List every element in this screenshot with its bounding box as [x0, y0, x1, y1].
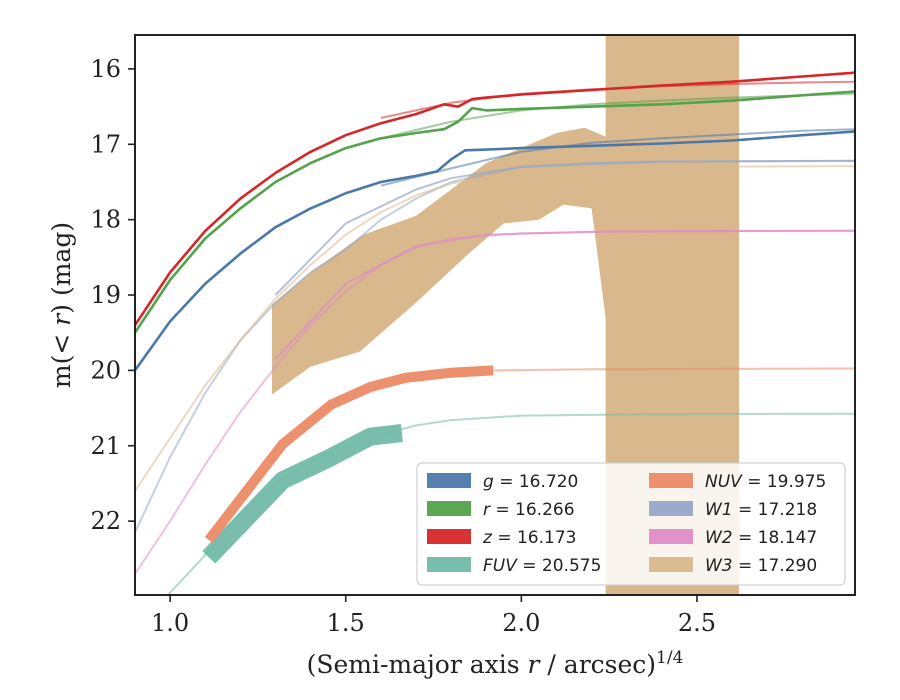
x-axis-label: (Semi-major axis r / arcsec)1/4: [307, 648, 684, 679]
y-tick-label: 20: [90, 356, 121, 384]
series-NUV-data: [204, 365, 494, 544]
y-tick-label: 18: [90, 206, 121, 234]
plot-frame: [134, 34, 856, 596]
legend-label-W3: W3 = 17.290: [705, 556, 817, 576]
legend-swatch-NUV: [649, 473, 693, 488]
legend-label-FUV: FUV = 20.575: [483, 556, 601, 576]
y-tick-label: 19: [90, 281, 121, 309]
x-tick-label: 1.5: [327, 609, 365, 637]
series-z-data: [135, 71, 855, 326]
series-W2-data: [274, 229, 855, 360]
legend-swatch-W3: [649, 557, 693, 572]
legend-label-W1: W1 = 17.218: [705, 500, 817, 520]
legend-swatch-FUV: [427, 557, 471, 572]
series-NUV-model: [493, 367, 855, 372]
legend-label-NUV: NUV = 19.975: [705, 472, 826, 492]
legend: g = 16.720 r = 16.266 z = 16.173 FUV = 20.5…: [416, 462, 846, 586]
series-g-data: [135, 130, 855, 372]
series-FUV-data: [202, 424, 403, 564]
x-tick-label: 1.0: [151, 609, 189, 637]
series-W1-data: [274, 159, 855, 296]
y-tick-label: 16: [90, 55, 121, 83]
legend-label-z: z = 16.173: [482, 528, 576, 548]
legend-swatch-z: [427, 529, 471, 544]
legend-swatch-W2: [649, 529, 693, 544]
svg-text:m(< r) (mag): m(< r) (mag): [47, 222, 76, 388]
legend-label-W2: W2 = 18.147: [705, 528, 817, 548]
y-tick-label: 17: [90, 130, 121, 158]
series-W3-model: [135, 165, 855, 492]
plot-area: [135, 35, 855, 595]
legend-box: [416, 462, 846, 586]
legend-swatch-r: [427, 501, 471, 516]
series-r-data: [135, 90, 855, 334]
legend-swatch-g: [427, 473, 471, 488]
axes-layer: 1.0 1.5 2.0 2.5 16 17 18 19 20 21 22: [90, 34, 856, 637]
legend-swatch-W1: [649, 501, 693, 516]
x-tick-label: 2.0: [502, 609, 540, 637]
y-axis-label: m(< r) (mag): [47, 222, 76, 388]
series-W3-band: [272, 127, 733, 395]
x-tick-label: 2.5: [678, 609, 716, 637]
svg-text:(Semi-major axis r / arcsec)1/: (Semi-major axis r / arcsec)1/4: [307, 648, 684, 679]
legend-label-r: r = 16.266: [483, 500, 575, 520]
y-tick-label: 21: [90, 432, 121, 460]
plot-layer: [135, 35, 855, 595]
series-g-model: [380, 128, 855, 187]
y-tick-label: 22: [90, 507, 121, 535]
legend-label-g: g = 16.720: [483, 472, 578, 492]
